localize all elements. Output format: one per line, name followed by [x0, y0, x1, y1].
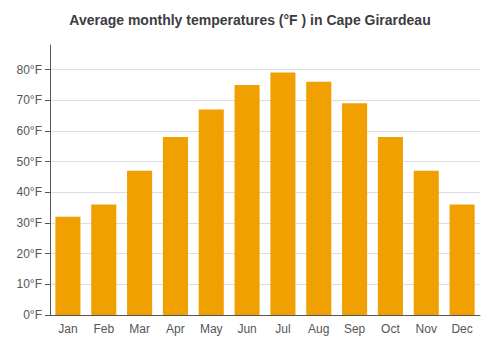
svg-text:Jul: Jul [275, 322, 290, 336]
svg-text:May: May [200, 322, 223, 336]
svg-text:50°F: 50°F [17, 155, 42, 169]
svg-text:10°F: 10°F [17, 277, 42, 291]
svg-text:Nov: Nov [416, 322, 437, 336]
svg-text:60°F: 60°F [17, 124, 42, 138]
svg-text:Jan: Jan [58, 322, 77, 336]
svg-text:30°F: 30°F [17, 216, 42, 230]
svg-text:0°F: 0°F [23, 308, 42, 322]
svg-text:Oct: Oct [381, 322, 400, 336]
svg-text:Feb: Feb [93, 322, 114, 336]
svg-text:Mar: Mar [129, 322, 150, 336]
svg-text:Dec: Dec [451, 322, 472, 336]
svg-text:Jun: Jun [237, 322, 256, 336]
svg-text:40°F: 40°F [17, 185, 42, 199]
svg-text:20°F: 20°F [17, 247, 42, 261]
svg-text:Aug: Aug [308, 322, 329, 336]
svg-text:80°F: 80°F [17, 63, 42, 77]
svg-text:Apr: Apr [166, 322, 185, 336]
svg-text:Average monthly temperatures (: Average monthly temperatures (°F ) in Ca… [69, 12, 430, 28]
svg-text:Sep: Sep [344, 322, 366, 336]
svg-text:70°F: 70°F [17, 93, 42, 107]
